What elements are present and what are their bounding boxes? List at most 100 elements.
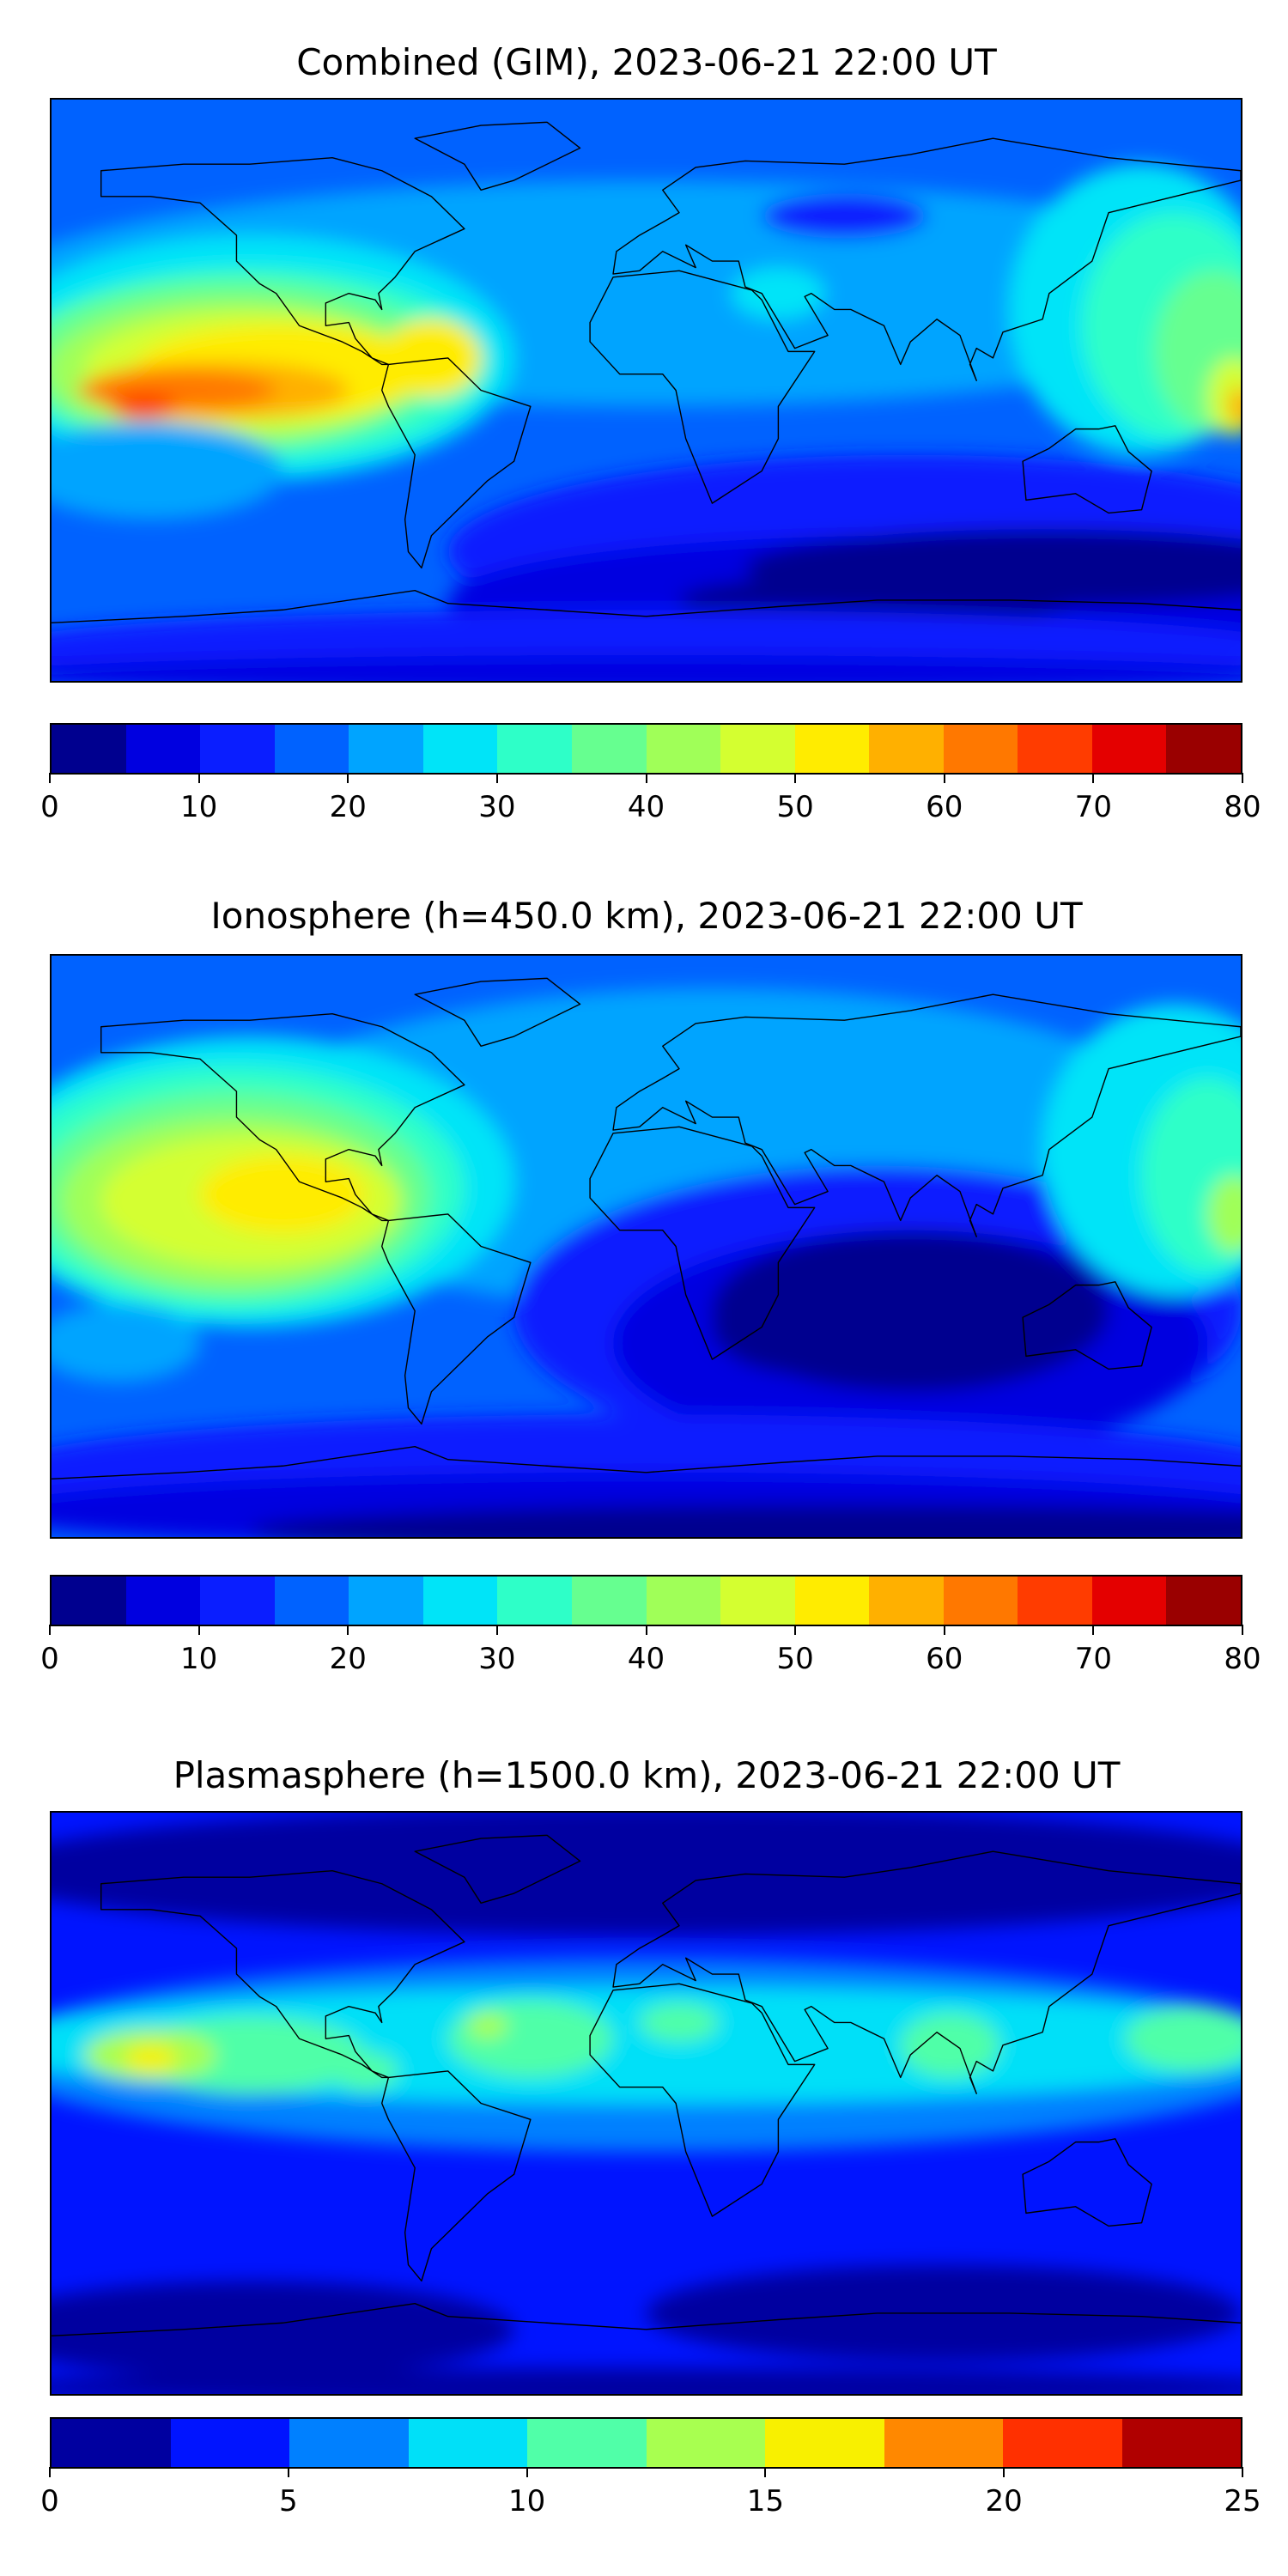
tick-label: 80: [1224, 1642, 1261, 1676]
coastline-na: [101, 1014, 465, 1221]
coastline-na: [101, 158, 465, 365]
title-combined: Combined (GIM), 2023-06-21 22:00 UT: [296, 41, 997, 83]
colorbar-segment: [1003, 2419, 1122, 2467]
colorbar-segment: [720, 725, 795, 773]
colorbar-segment: [349, 725, 423, 773]
tick-label: 20: [985, 2484, 1023, 2518]
tick-mark: [1242, 1625, 1243, 1635]
colorbar-segment: [170, 2419, 289, 2467]
colorbar-combined: [50, 723, 1242, 775]
tick-mark: [645, 773, 647, 783]
colorbar-segment: [200, 725, 275, 773]
coastline-greenland: [415, 978, 580, 1046]
contour-region: [639, 2002, 720, 2043]
contour-region: [381, 319, 482, 398]
coastline-eurasia: [613, 138, 1241, 380]
tick-mark: [943, 1625, 945, 1635]
contour-region: [447, 2000, 614, 2078]
title-ionosphere: Ionosphere (h=450.0 km), 2023-06-21 22:0…: [210, 895, 1083, 937]
tick-label: 0: [40, 1642, 59, 1676]
tick-mark: [197, 1625, 200, 1635]
tick-mark: [347, 773, 349, 783]
coastline-australia: [1023, 426, 1151, 513]
contour-region: [52, 654, 1241, 681]
contour-region: [52, 1304, 201, 1382]
tick-mark: [197, 773, 200, 783]
tick-label: 15: [746, 2484, 785, 2518]
tick-label: 20: [329, 1642, 367, 1676]
colorbar-segment: [869, 1577, 944, 1625]
colorbar-segment: [646, 1577, 721, 1625]
tick-mark: [1092, 1625, 1095, 1635]
tick-mark: [287, 2467, 289, 2477]
tick-label: 10: [179, 1642, 218, 1676]
tick-label: 0: [40, 2484, 59, 2518]
tick-label: 20: [329, 790, 367, 824]
coastline-eurasia: [613, 994, 1241, 1236]
colorbar-ticks-combined: 0 10 20 30 40 50 60 70 80: [40, 773, 1261, 824]
colorbar-segment: [349, 1577, 423, 1625]
tick-label: 30: [478, 1642, 516, 1676]
coastline-na: [101, 1871, 465, 2078]
colorbar-segment: [125, 1577, 201, 1625]
colorbar-segment: [1166, 1577, 1241, 1625]
colorbar-segment: [571, 725, 647, 773]
colorbar-segment: [1121, 2419, 1241, 2467]
coastline-africa: [590, 1127, 815, 1359]
title-plasmasphere: Plasmasphere (h=1500.0 km), 2023-06-21 2…: [173, 1754, 1121, 1796]
tick-label: 70: [1074, 1642, 1112, 1676]
contour-region: [762, 193, 927, 239]
tick-mark: [1092, 773, 1095, 783]
tick-label: 40: [627, 1642, 665, 1676]
contour-region: [77, 370, 276, 410]
tick-mark: [495, 1625, 498, 1635]
colorbar-ionosphere: [50, 1575, 1242, 1626]
colorbar-segment: [52, 725, 126, 773]
colorbar-segment: [1166, 725, 1241, 773]
colorbar-segment: [794, 1577, 870, 1625]
colorbar-segment: [527, 2419, 647, 2467]
contour-region: [250, 1504, 1241, 1537]
colorbar-segment: [884, 2419, 1003, 2467]
colorbar-segment: [274, 725, 349, 773]
coastline-antarctica: [52, 1447, 1241, 1479]
tick-mark: [495, 773, 498, 783]
coastline-eurasia: [613, 1851, 1241, 2093]
contour-region: [900, 2013, 1000, 2078]
contour-region: [1227, 386, 1241, 426]
colorbar-segment: [794, 725, 870, 773]
coastline-antarctica: [52, 2304, 1241, 2336]
colorbar-segment: [869, 725, 944, 773]
contour-region: [111, 393, 178, 420]
colorbar-segment: [200, 1577, 275, 1625]
colorbar-segment: [52, 1577, 126, 1625]
coastline-africa: [590, 1984, 815, 2216]
contour-region: [332, 2051, 398, 2091]
colorbar-segment: [943, 725, 1018, 773]
coastline-sa: [382, 1214, 531, 1424]
contour-region: [124, 2044, 178, 2071]
tick-label: 70: [1074, 790, 1112, 824]
colorbar-segment: [497, 1577, 572, 1625]
colorbar-segment: [52, 2419, 171, 2467]
tick-label: 5: [278, 2484, 298, 2518]
tick-mark: [49, 773, 51, 783]
tick-label: 25: [1224, 2484, 1261, 2518]
tick-label: 0: [40, 790, 59, 824]
coastline-antarctica: [52, 591, 1241, 623]
coastline-greenland: [415, 1835, 580, 1903]
contour-region: [52, 1813, 1241, 1935]
contour-region: [1207, 1175, 1241, 1254]
map-plasmasphere: [50, 1811, 1242, 2396]
tick-mark: [49, 1625, 51, 1635]
colorbar-segment: [571, 1577, 647, 1625]
contour-region: [52, 2367, 1241, 2394]
contour-region: [52, 422, 283, 519]
colorbar-segment: [646, 725, 721, 773]
colorbar-segment: [125, 725, 201, 773]
colorbar-plasmasphere: [50, 2417, 1242, 2469]
map-combined: [50, 98, 1242, 683]
tick-mark: [347, 1625, 349, 1635]
tick-mark: [1003, 2467, 1005, 2477]
colorbar-segment: [274, 1577, 349, 1625]
